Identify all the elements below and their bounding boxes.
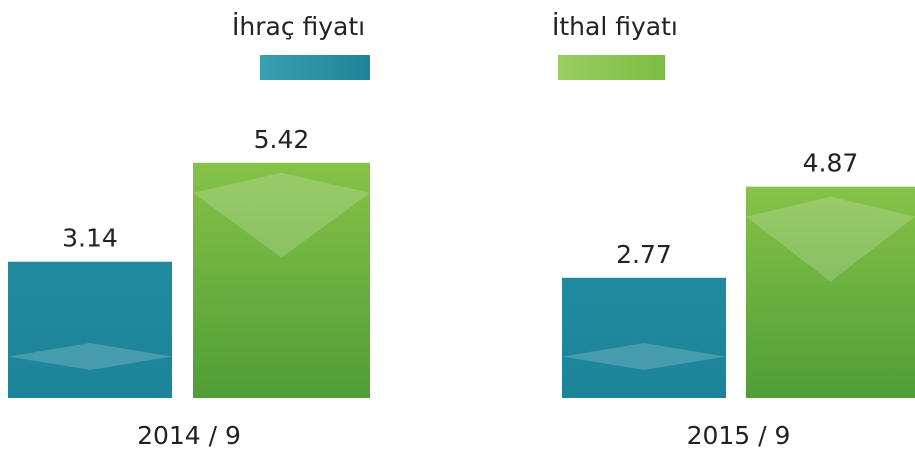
legend-label: İhraç fiyatı bbox=[232, 12, 365, 41]
bar bbox=[8, 261, 172, 398]
legend-label: İthal fiyatı bbox=[552, 12, 678, 41]
bar-highlight bbox=[562, 343, 726, 370]
bar-highlight bbox=[193, 172, 370, 258]
value-label: 4.87 bbox=[803, 149, 859, 178]
value-label: 3.14 bbox=[62, 224, 118, 253]
bar bbox=[562, 277, 726, 398]
legend-swatch bbox=[558, 55, 665, 80]
bar bbox=[746, 186, 915, 398]
value-label: 5.42 bbox=[254, 125, 310, 154]
bar-highlight bbox=[746, 196, 915, 282]
bar bbox=[193, 162, 370, 398]
bar-highlight bbox=[8, 343, 172, 370]
x-tick-label: 2015 / 9 bbox=[687, 421, 791, 450]
x-tick-label: 2014 / 9 bbox=[137, 421, 241, 450]
legend-swatch bbox=[260, 55, 370, 80]
value-label: 2.77 bbox=[616, 240, 672, 269]
